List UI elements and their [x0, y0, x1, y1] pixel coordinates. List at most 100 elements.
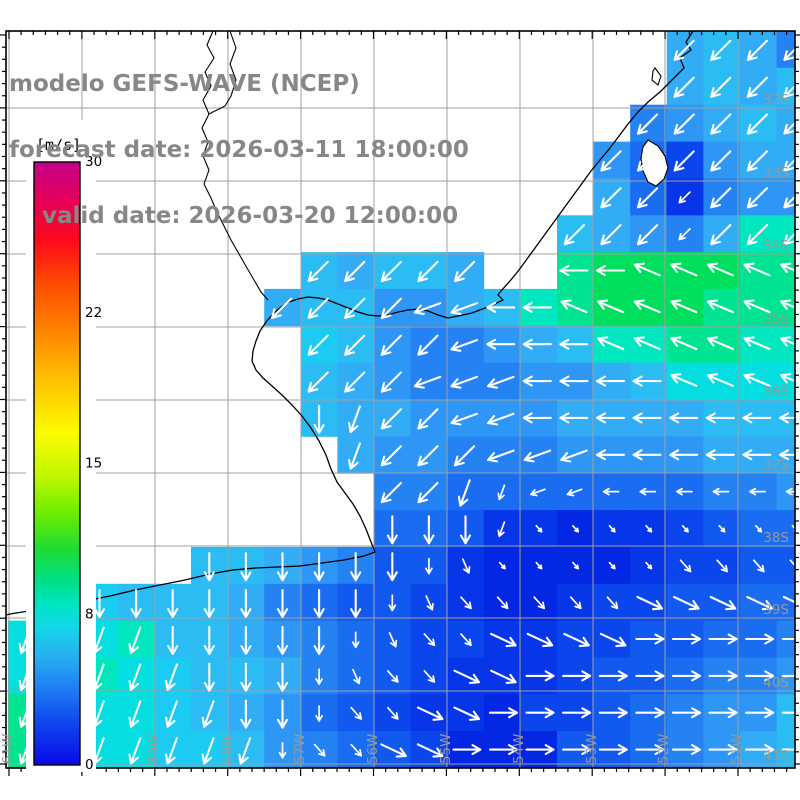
wind-arrow — [201, 737, 215, 765]
wind-arrow — [710, 113, 732, 135]
wind-arrow — [559, 375, 589, 387]
wind-arrow — [743, 336, 771, 351]
wind-arrow — [490, 632, 517, 648]
wind-arrow — [602, 487, 620, 496]
wind-arrow — [781, 637, 795, 641]
wind-arrow — [778, 449, 795, 461]
longitude-label: 55W — [438, 733, 454, 764]
wind-arrow — [278, 741, 287, 759]
wind-arrow — [380, 297, 402, 319]
wind-arrow — [635, 707, 665, 719]
wind-arrow — [681, 524, 689, 533]
wind-arrow — [240, 625, 252, 655]
wind-arrow — [313, 743, 326, 757]
wind-arrow — [669, 449, 699, 461]
wind-arrow — [352, 668, 361, 685]
wind-arrow — [670, 262, 698, 277]
wind-arrow — [706, 262, 734, 277]
wind-arrow — [636, 113, 659, 135]
wind-arrow — [487, 412, 515, 426]
wind-arrow — [453, 706, 481, 721]
colorbar-tick-label: 22 — [85, 305, 102, 321]
latitude-label: 32S — [763, 92, 789, 108]
wave-field — [8, 31, 795, 768]
colorbar-tick-label: 30 — [85, 154, 102, 170]
latitude-label: 36S — [763, 384, 789, 400]
wind-arrow — [742, 449, 772, 461]
wind-arrow — [789, 559, 795, 571]
wind-arrow — [530, 488, 546, 497]
wind-arrow — [425, 557, 433, 575]
wind-arrow — [128, 663, 142, 691]
wind-arrow — [522, 338, 552, 350]
wind-arrow — [746, 76, 768, 98]
wind-arrow — [450, 375, 478, 389]
wind-arrow — [745, 744, 775, 756]
wind-arrow — [597, 299, 625, 314]
wind-arrow — [490, 669, 517, 684]
wind-arrow — [633, 262, 661, 277]
wind-arrow — [417, 445, 439, 467]
wind-arrow — [344, 371, 366, 393]
wind-arrow — [783, 47, 795, 61]
wind-arrow — [783, 195, 795, 209]
wind-arrow — [386, 515, 398, 545]
wind-arrow — [706, 373, 734, 387]
colorbar-unit-label: [m/s] — [36, 136, 81, 154]
colorbar-tick-label: 0 — [85, 757, 94, 773]
wind-arrow — [523, 449, 552, 463]
wind-arrow — [673, 39, 695, 61]
wave-cell — [776, 510, 795, 548]
map-layers — [6, 31, 795, 768]
wind-arrow — [745, 707, 775, 719]
wind-arrow — [450, 302, 478, 316]
latitude-label: 35S — [763, 311, 789, 327]
wind-arrow — [782, 595, 795, 604]
wind-arrow — [486, 338, 516, 350]
wind-arrow — [673, 76, 695, 98]
latitude-label: 38S — [763, 530, 789, 546]
wind-arrow — [128, 737, 142, 765]
wind-arrow — [128, 626, 142, 655]
wind-arrow — [780, 299, 795, 310]
wind-arrow — [307, 334, 329, 356]
wind-arrow — [745, 670, 775, 682]
wind-arrow — [639, 487, 657, 496]
wind-arrow — [709, 595, 737, 611]
river-line — [201, 31, 269, 301]
wind-arrow — [778, 412, 795, 424]
wind-arrow — [488, 707, 519, 719]
wind-arrow — [746, 113, 768, 135]
wind-arrow — [598, 670, 628, 682]
wind-arrow — [746, 39, 768, 61]
longitude-label: 61W — [0, 733, 16, 764]
wind-arrow — [673, 150, 695, 172]
wind-arrow — [452, 744, 482, 756]
wind-arrow — [453, 669, 481, 684]
wind-arrow — [238, 737, 252, 765]
wind-arrow — [743, 299, 771, 314]
wind-arrow — [781, 748, 795, 751]
wind-arrow — [526, 632, 554, 648]
wind-arrow — [598, 744, 628, 756]
wind-arrow — [678, 191, 691, 204]
wind-arrow — [425, 595, 434, 611]
longitude-label: 53W — [584, 733, 600, 764]
wind-arrow — [562, 744, 592, 756]
wind-arrow — [315, 705, 323, 722]
wind-arrow — [351, 631, 360, 649]
wind-arrow — [780, 373, 795, 384]
wind-arrow — [595, 412, 626, 424]
wind-arrow — [380, 445, 402, 467]
wind-arrow — [671, 744, 702, 756]
wind-arrow — [645, 561, 653, 570]
wind-arrow — [388, 632, 398, 648]
wind-arrow — [130, 588, 142, 619]
wind-arrow — [746, 150, 768, 172]
wind-arrow — [417, 260, 439, 283]
wind-arrow — [165, 737, 178, 765]
wind-arrow — [313, 588, 325, 619]
wind-arrow — [560, 299, 588, 314]
wind-arrow — [712, 487, 730, 496]
wind-arrow — [486, 301, 516, 313]
